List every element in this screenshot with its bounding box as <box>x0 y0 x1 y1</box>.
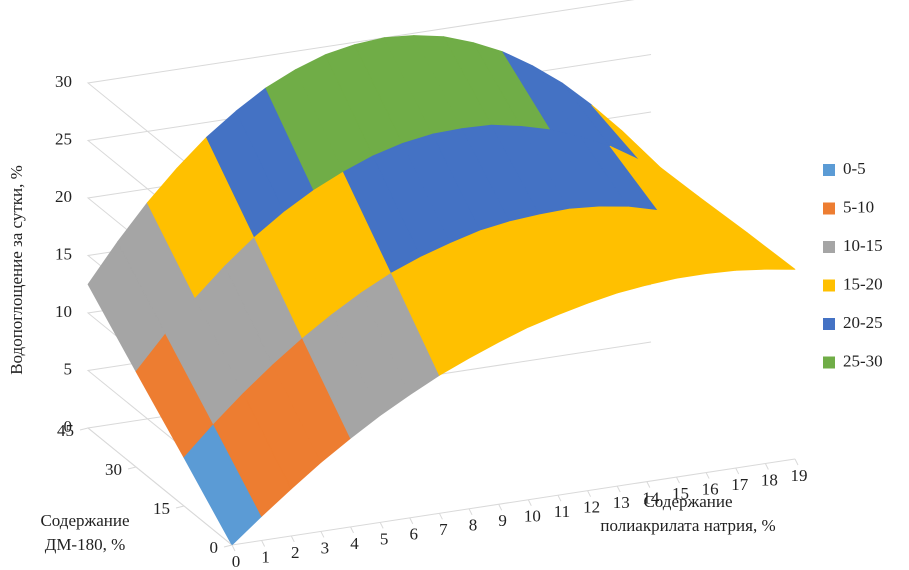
x-tick-label: 18 <box>761 470 778 489</box>
y-tick <box>79 427 89 431</box>
x-tick <box>735 467 740 475</box>
surface <box>87 35 796 546</box>
legend-swatch <box>823 279 835 292</box>
x-tick <box>794 458 799 466</box>
y-tick <box>223 544 233 548</box>
x-tick-label: 1 <box>261 547 270 566</box>
x-tick-label: 8 <box>469 516 478 535</box>
y-tick-label: 0 <box>210 538 219 557</box>
z-tick-label: 25 <box>55 129 72 148</box>
y-tick <box>175 505 185 509</box>
x-tick-label: 19 <box>791 466 808 485</box>
x-tick-label: 9 <box>498 511 507 530</box>
legend-swatch <box>823 202 835 215</box>
x-tick <box>261 540 266 547</box>
legend-swatch <box>823 356 835 369</box>
x-tick-label: 15 <box>672 484 689 503</box>
x-tick <box>616 485 621 493</box>
z-tick-label: 0 <box>64 417 73 436</box>
x-tick-label: 11 <box>554 502 570 521</box>
legend-label: 10-15 <box>843 236 883 255</box>
x-tick <box>409 517 414 525</box>
z-tick-label: 10 <box>55 302 72 321</box>
x-tick-label: 3 <box>321 538 330 557</box>
x-tick-label: 17 <box>731 475 749 494</box>
x-tick-label: 7 <box>439 520 448 539</box>
y-tick-label: 15 <box>153 499 170 518</box>
x-tick <box>557 494 562 502</box>
y-tick-label: 45 <box>57 421 74 440</box>
x-tick-label: 0 <box>232 552 241 570</box>
z-tick-label: 20 <box>55 187 72 206</box>
x-tick <box>350 526 354 534</box>
x-axis-title: полиакрилата натрия, % <box>600 516 775 535</box>
x-tick-label: 16 <box>702 479 719 498</box>
legend: 0-5 5-10 10-15 15-20 20-25 25-30 <box>823 159 883 370</box>
x-tick-label: 2 <box>291 543 300 562</box>
y-axis <box>87 427 233 546</box>
legend-label: 20-25 <box>843 313 883 332</box>
x-tick <box>379 522 384 529</box>
x-tick <box>320 531 325 538</box>
legend-swatch <box>823 318 835 330</box>
x-axis <box>231 458 796 546</box>
x-tick-label: 4 <box>350 534 359 553</box>
x-tick-label: 5 <box>380 529 389 548</box>
x-tick-label: 6 <box>410 525 419 544</box>
x-tick <box>527 499 532 506</box>
x-tick <box>498 504 503 511</box>
y-axis-title: ДМ-180, % <box>45 535 126 554</box>
surface-cell <box>717 222 796 270</box>
x-tick <box>587 490 592 497</box>
x-tick-label: 13 <box>613 493 630 512</box>
y-axis-title: Содержание <box>40 511 129 530</box>
x-tick-label: 10 <box>524 507 541 526</box>
x-tick <box>231 544 236 552</box>
x-tick <box>705 472 710 479</box>
x-tick <box>646 481 651 488</box>
legend-swatch <box>823 164 835 176</box>
x-tick <box>676 476 680 484</box>
z-axis-title: Водопоглощение за сутки, % <box>7 165 26 375</box>
x-tick <box>468 508 473 516</box>
y-tick <box>127 466 137 470</box>
z-tick-label: 15 <box>55 244 72 263</box>
x-axis-title: Содержание <box>643 492 732 511</box>
x-tick-label: 14 <box>642 489 660 508</box>
x-tick <box>290 535 295 543</box>
legend-label: 0-5 <box>843 159 866 178</box>
z-tick-label: 5 <box>64 359 73 378</box>
y-tick-label: 30 <box>105 460 122 479</box>
z-tick-label: 30 <box>55 72 72 91</box>
x-tick-label: 12 <box>583 498 600 517</box>
legend-label: 25-30 <box>843 351 883 370</box>
legend-swatch <box>823 241 835 253</box>
legend-label: 15-20 <box>843 274 883 293</box>
x-tick <box>438 513 443 520</box>
x-tick <box>764 463 769 470</box>
legend-label: 5-10 <box>843 197 874 216</box>
